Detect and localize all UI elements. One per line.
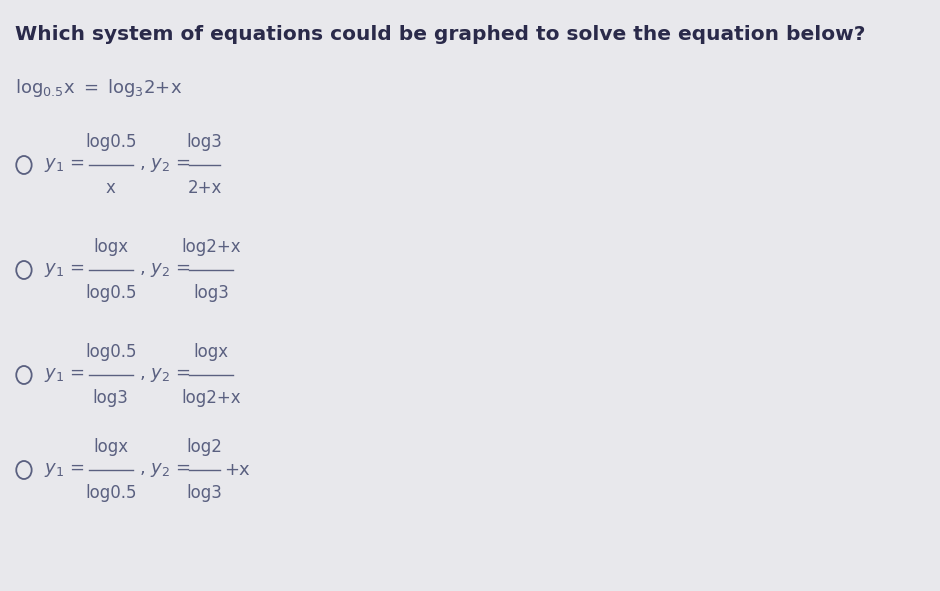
Text: logx: logx — [194, 343, 228, 361]
Text: log3: log3 — [93, 389, 129, 407]
Text: +x: +x — [224, 461, 250, 479]
Text: $\mathregular{log_{0.5}}$x $=$ $\mathregular{log_3}$2+x: $\mathregular{log_{0.5}}$x $=$ $\mathreg… — [15, 77, 182, 99]
Text: log3: log3 — [186, 133, 223, 151]
Text: log2+x: log2+x — [181, 238, 241, 256]
Text: log3: log3 — [193, 284, 228, 302]
Text: $y_1$ =: $y_1$ = — [44, 261, 86, 279]
Text: 2+x: 2+x — [187, 179, 222, 197]
Text: log3: log3 — [186, 484, 223, 502]
Text: log0.5: log0.5 — [85, 284, 136, 302]
Text: log2+x: log2+x — [181, 389, 241, 407]
Text: x: x — [106, 179, 116, 197]
Text: log2: log2 — [186, 438, 223, 456]
Text: , $y_2$ =: , $y_2$ = — [139, 366, 193, 384]
Text: , $y_2$ =: , $y_2$ = — [139, 261, 193, 279]
Text: logx: logx — [93, 438, 129, 456]
Text: $y_1$ =: $y_1$ = — [44, 156, 86, 174]
Text: Which system of equations could be graphed to solve the equation below?: Which system of equations could be graph… — [15, 25, 866, 44]
Text: $y_1$ =: $y_1$ = — [44, 366, 86, 384]
Text: , $y_2$ =: , $y_2$ = — [139, 461, 193, 479]
Text: $y_1$ =: $y_1$ = — [44, 461, 86, 479]
Text: log0.5: log0.5 — [85, 133, 136, 151]
Text: , $y_2$ =: , $y_2$ = — [139, 156, 193, 174]
Text: log0.5: log0.5 — [85, 484, 136, 502]
Text: logx: logx — [93, 238, 129, 256]
Text: log0.5: log0.5 — [85, 343, 136, 361]
